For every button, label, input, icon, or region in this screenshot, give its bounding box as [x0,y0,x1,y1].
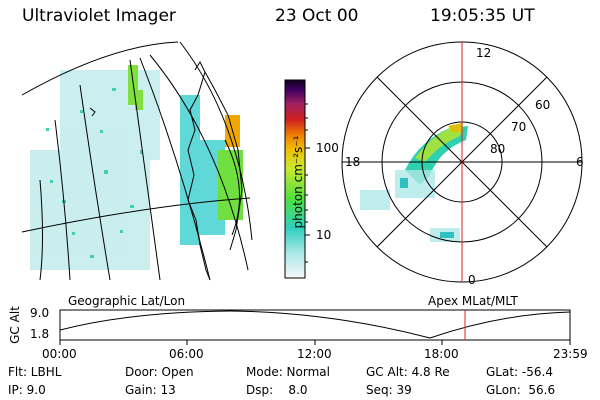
dsp-status: Dsp: 8.0 [246,383,308,397]
time-tick-2359: 23:59 [553,347,588,361]
mlt-label-0: 0 [468,273,476,287]
header-date: 23 Oct 00 [275,6,359,26]
polar-plot [341,41,583,283]
polar-aurora [360,123,468,242]
colorbar-tick-100: 100 [316,141,339,155]
altitude-y-top: 9.0 [30,306,50,320]
time-tick-1200: 12:00 [297,347,332,361]
mlt-label-18: 18 [345,155,361,169]
geographic-map [21,41,253,281]
time-tick-0600: 06:00 [169,347,204,361]
header-time: 19:05:35 UT [430,6,535,26]
altitude-plot [59,309,571,345]
mlt-label-12: 12 [476,46,492,60]
app-title: Ultraviolet Imager [22,6,176,26]
left-panel-caption: Geographic Lat/Lon [68,294,186,308]
filter-status: Flt: LBHL [8,365,62,379]
time-tick-1800: 18:00 [424,347,459,361]
gc-alt-status: GC Alt: 4.8 Re [366,365,450,379]
speckle-field [30,65,243,270]
lat-label-70: 70 [511,120,527,134]
lat-label-60: 60 [535,98,551,112]
altitude-frame [59,309,571,341]
mode-status: Mode: Normal [246,365,330,379]
colorbar-scale [284,79,306,279]
gain-status: Gain: 13 [125,383,176,397]
right-panel-caption: Apex MLat/MLT [428,294,518,308]
glat-status: GLat: -56.4 [486,365,553,379]
mlt-label-6: 6 [576,155,584,169]
colorbar-unit-label: photon cm⁻²s⁻¹ [291,135,305,229]
altitude-axis-title: GC Alt [7,306,22,344]
door-status: Door: Open [125,365,194,379]
colorbar [284,79,310,279]
orbit-altitude-curve [59,310,571,339]
time-tick-0000: 00:00 [42,347,77,361]
glon-status: GLon: 56.6 [486,383,556,397]
colorbar-tick-10: 10 [316,228,332,242]
altitude-y-bottom: 1.8 [30,327,50,341]
seq-status: Seq: 39 [366,383,412,397]
lat-label-80: 80 [490,142,506,156]
ip-status: IP: 9.0 [8,383,46,397]
